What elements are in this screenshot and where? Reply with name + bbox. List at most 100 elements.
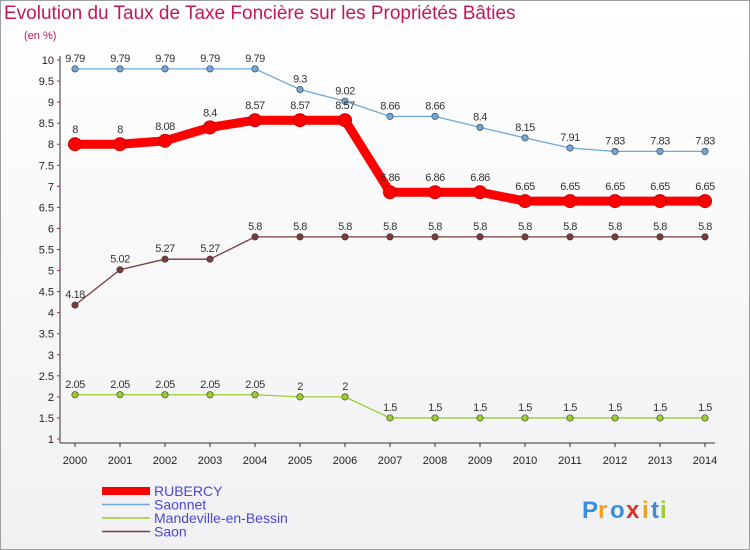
data-label: 8.57 bbox=[290, 100, 310, 112]
data-point bbox=[521, 134, 529, 142]
data-point bbox=[68, 137, 82, 152]
data-label: 9.79 bbox=[110, 53, 130, 65]
data-label: 5.8 bbox=[518, 221, 532, 233]
data-label: 6.65 bbox=[605, 181, 625, 193]
data-point bbox=[341, 233, 349, 241]
y-tick-label: 8 bbox=[48, 139, 54, 151]
data-label: 1.5 bbox=[653, 402, 667, 414]
data-point bbox=[608, 194, 622, 209]
y-tick-label: 8.5 bbox=[39, 118, 54, 130]
x-tick-label: 2007 bbox=[378, 455, 402, 467]
logo-letter: t bbox=[651, 497, 659, 524]
y-tick-label: 6 bbox=[48, 223, 54, 235]
data-point bbox=[611, 147, 619, 155]
x-tick-label: 2000 bbox=[63, 455, 87, 467]
y-tick-label: 9.5 bbox=[39, 76, 54, 88]
y-tick-label: 1 bbox=[48, 434, 54, 446]
data-point bbox=[248, 113, 262, 128]
data-point bbox=[296, 393, 304, 401]
data-label: 1.5 bbox=[518, 402, 532, 414]
legend-label-saon: Saon bbox=[154, 524, 187, 540]
y-tick-label: 4.5 bbox=[39, 287, 54, 299]
y-tick-label: 4 bbox=[48, 308, 54, 320]
y-tick-label: 7.5 bbox=[39, 160, 54, 172]
data-label: 2.05 bbox=[110, 379, 130, 391]
data-point bbox=[116, 266, 124, 274]
x-tick-label: 2004 bbox=[243, 455, 267, 467]
data-label: 6.65 bbox=[650, 181, 670, 193]
x-tick-label: 2002 bbox=[153, 455, 177, 467]
x-tick-label: 2014 bbox=[693, 455, 717, 467]
data-label: 7.83 bbox=[605, 135, 625, 147]
data-label: 8.08 bbox=[155, 121, 175, 133]
y-tick-label: 10 bbox=[42, 55, 54, 67]
data-label: 5.8 bbox=[473, 221, 487, 233]
data-point bbox=[206, 255, 214, 263]
y-tick-label: 3 bbox=[48, 350, 54, 362]
data-point bbox=[161, 65, 169, 73]
data-point bbox=[566, 144, 574, 152]
data-label: 1.5 bbox=[563, 402, 577, 414]
data-label: 1.5 bbox=[473, 402, 487, 414]
data-point bbox=[383, 185, 397, 200]
data-label: 2.05 bbox=[200, 379, 220, 391]
y-tick-label: 6.5 bbox=[39, 202, 54, 214]
data-label: 5.8 bbox=[608, 221, 622, 233]
data-label: 8.4 bbox=[473, 111, 487, 123]
data-point bbox=[161, 255, 169, 263]
data-label: 9.79 bbox=[155, 53, 175, 65]
data-label: 6.86 bbox=[425, 172, 445, 184]
logo-letter: o bbox=[610, 497, 625, 524]
data-point bbox=[341, 393, 349, 401]
x-tick-label: 2005 bbox=[288, 455, 312, 467]
data-label: 7.83 bbox=[695, 135, 715, 147]
data-label: 6.65 bbox=[695, 181, 715, 193]
data-label: 6.65 bbox=[560, 181, 580, 193]
data-label: 1.5 bbox=[698, 402, 712, 414]
data-point bbox=[518, 194, 532, 209]
legend-label-mandeville-en-bessin: Mandeville-en-Bessin bbox=[154, 510, 288, 526]
data-point bbox=[656, 414, 664, 422]
data-point bbox=[521, 233, 529, 241]
data-point bbox=[563, 194, 577, 209]
y-tick-label: 7 bbox=[48, 181, 54, 193]
data-point bbox=[116, 65, 124, 73]
data-point bbox=[611, 414, 619, 422]
y-tick-label: 2.5 bbox=[39, 371, 54, 383]
data-point bbox=[158, 133, 172, 148]
data-point bbox=[251, 391, 259, 399]
x-tick-label: 2012 bbox=[603, 455, 627, 467]
y-tick-label: 3.5 bbox=[39, 329, 54, 341]
data-point bbox=[113, 137, 127, 152]
data-point bbox=[656, 233, 664, 241]
logo-letter: i bbox=[642, 497, 649, 524]
data-label: 9.02 bbox=[335, 85, 355, 97]
data-point bbox=[71, 65, 79, 73]
chart-title: Evolution du Taux de Taxe Foncière sur l… bbox=[4, 3, 516, 24]
x-tick-label: 2013 bbox=[648, 455, 672, 467]
data-point bbox=[251, 233, 259, 241]
data-label: 5.8 bbox=[428, 221, 442, 233]
data-point bbox=[431, 414, 439, 422]
y-tick-label: 5 bbox=[48, 266, 54, 278]
data-point bbox=[521, 414, 529, 422]
data-label: 5.8 bbox=[338, 221, 352, 233]
data-point bbox=[386, 414, 394, 422]
data-label: 9.79 bbox=[200, 53, 220, 65]
data-point bbox=[701, 414, 709, 422]
data-point bbox=[341, 97, 349, 105]
data-point bbox=[653, 194, 667, 209]
y-tick-label: 1.5 bbox=[39, 413, 54, 425]
data-point bbox=[698, 194, 712, 209]
x-tick-label: 2003 bbox=[198, 455, 222, 467]
y-tick-label: 9 bbox=[48, 97, 54, 109]
data-label: 1.5 bbox=[428, 402, 442, 414]
data-point bbox=[431, 112, 439, 120]
data-label: 8.66 bbox=[380, 100, 400, 112]
data-label: 2.05 bbox=[65, 379, 85, 391]
data-label: 9.79 bbox=[65, 53, 85, 65]
x-tick-label: 2009 bbox=[468, 455, 492, 467]
data-label: 9.79 bbox=[245, 53, 265, 65]
